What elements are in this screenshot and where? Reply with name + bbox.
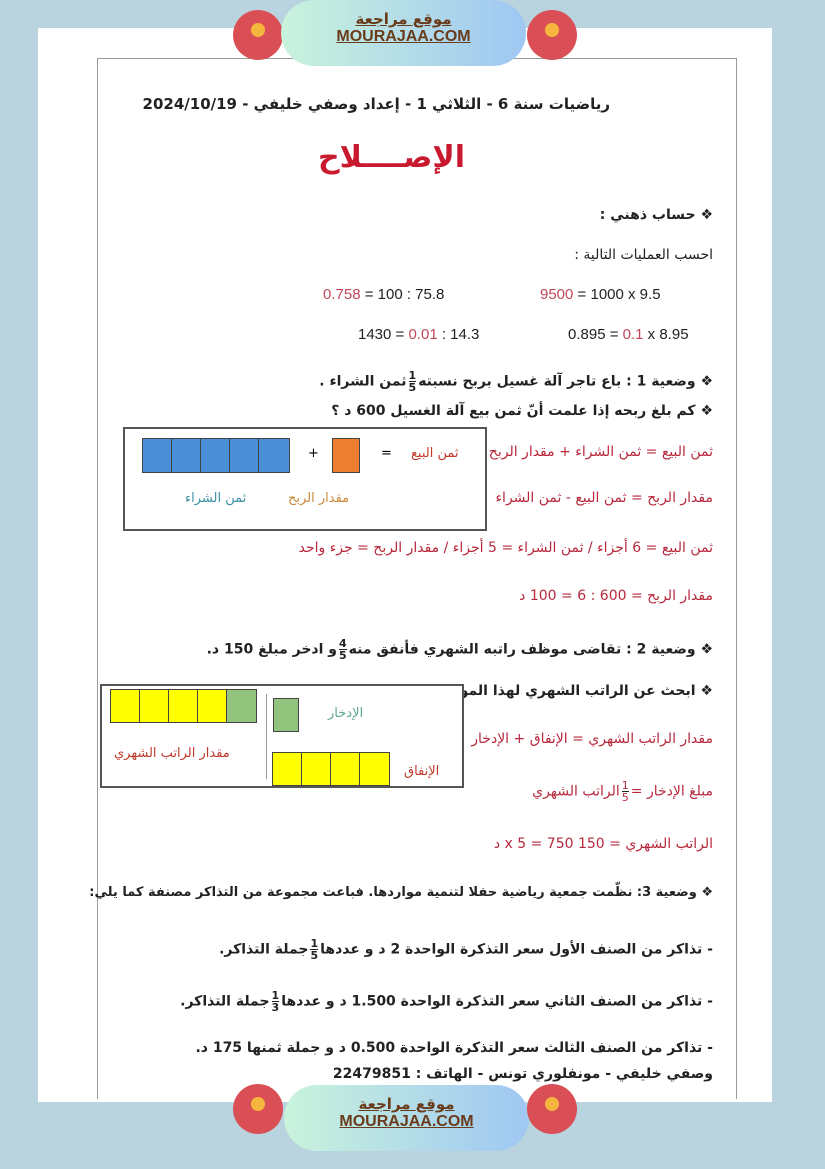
saving-part (226, 689, 257, 723)
answer-line: ثمن البيع = 6 أجزاء / ثمن الشراء = 5 أجز… (298, 540, 713, 556)
purchase-part (171, 438, 202, 473)
purchase-part (258, 438, 290, 473)
op-result: 0.1 (622, 326, 644, 343)
situation-1-question: ❖ كم بلغ ربحه إذا علمت أنّ ثمن بيع آلة ا… (331, 403, 713, 419)
op-expr: 0.895 = (568, 326, 619, 343)
site-name-en: MOURAJAA.COM (339, 1113, 474, 1130)
purchase-part (200, 438, 231, 473)
site-logo-icon (527, 10, 577, 60)
spending-part (168, 689, 199, 723)
purchase-price-label: ثمن الشراء (185, 491, 247, 506)
op-result: 9500 (540, 286, 574, 303)
site-logo-icon (233, 1084, 283, 1134)
spending-part (139, 689, 170, 723)
spending-part (197, 689, 228, 723)
purchase-part (229, 438, 260, 473)
plus-sign: + (308, 446, 319, 461)
site-name-ar: موقع مراجعة (358, 1095, 455, 1113)
op-expr: x 8.95 (647, 326, 689, 343)
op-expr: : 14.3 (441, 326, 480, 343)
saving-part (273, 698, 299, 732)
author-footer: وصفي خليفي - مونفلوري تونس - الهاتف : 22… (332, 1066, 713, 1082)
profit-part (332, 438, 360, 473)
op-result: 0.01 (408, 326, 438, 343)
page-title: الإصــــلاح (317, 140, 465, 175)
profit-label: مقدار الربح (288, 491, 350, 506)
op-expr: 1430 = (358, 326, 405, 343)
ticket-line: - تذاكر من الصنف الثالث سعر التذكرة الوا… (195, 1040, 713, 1056)
op-result: 0.758 (323, 286, 361, 303)
spending-part (272, 752, 303, 786)
site-name-en: MOURAJAA.COM (336, 28, 471, 45)
spending-part (301, 752, 332, 786)
op-expr: = 100 : 75.8 (364, 286, 445, 303)
spending-part (330, 752, 361, 786)
situation-2-statement: ❖ وضعية 2 : تقاضى موظف راتبه الشهري فأنف… (206, 637, 713, 662)
ticket-line: - تذاكر من الصنف الثاني سعر التذكرة الوا… (180, 989, 713, 1014)
spending-label: الإنفاق (404, 764, 440, 779)
equals-sign: = (381, 446, 392, 461)
site-name-ar: موقع مراجعة (355, 10, 452, 28)
purchase-part (142, 438, 173, 473)
bar-model-diagram-2: مقدار الراتب الشهري الإدخار الإنفاق (100, 684, 464, 788)
site-banner-top[interactable]: موقع مراجعة MOURAJAA.COM (281, 0, 526, 66)
situation-2-question: ❖ ابحث عن الراتب الشهري لهذا الموظف (429, 683, 713, 699)
answer-line: ثمن البيع = ثمن الشراء + مقدار الربح (488, 444, 713, 460)
saving-label: الإدخار (328, 706, 364, 721)
situation-3-statement: ❖ وضعية 3: نظّمت جمعية رياضية حفلا لتنمي… (89, 885, 713, 900)
bar-model-diagram-1: + = ثمن البيع ثمن الشراء مقدار الربح (123, 427, 487, 531)
answer-line: مبلغ الإدخار = 1 5 الراتب الشهري (532, 779, 713, 804)
document-page (38, 28, 772, 1102)
answer-line: مقدار الراتب الشهري = الإنفاق + الإدخار (471, 731, 713, 747)
site-banner-bottom[interactable]: موقع مراجعة MOURAJAA.COM (284, 1085, 529, 1151)
mental-instruction: احسب العمليات التالية : (574, 247, 713, 263)
site-logo-icon (233, 10, 283, 60)
salary-label: مقدار الراتب الشهري (114, 746, 230, 761)
sell-price-label: ثمن البيع (411, 446, 459, 461)
spending-part (110, 689, 141, 723)
answer-line: مقدار الربح = 600 : 6 = 100 د (519, 588, 713, 604)
answer-line: مقدار الربح = ثمن البيع - ثمن الشراء (495, 490, 713, 506)
ticket-line: - تذاكر من الصنف الأول سعر التذكرة الواح… (219, 937, 713, 962)
op-expr: = 1000 x 9.5 (577, 286, 661, 303)
situation-1-statement: ❖ وضعية 1 : باع تاجر آلة غسيل بربح نسبته… (319, 369, 713, 394)
answer-line: الراتب الشهري = 150 x 5 = 750 د (493, 836, 713, 852)
spending-part (359, 752, 390, 786)
site-logo-icon (527, 1084, 577, 1134)
header-line: رياضيات سنة 6 - الثلاثي 1 - إعداد وصفي خ… (142, 95, 610, 113)
mental-heading: ❖ حساب ذهني : (599, 207, 713, 223)
